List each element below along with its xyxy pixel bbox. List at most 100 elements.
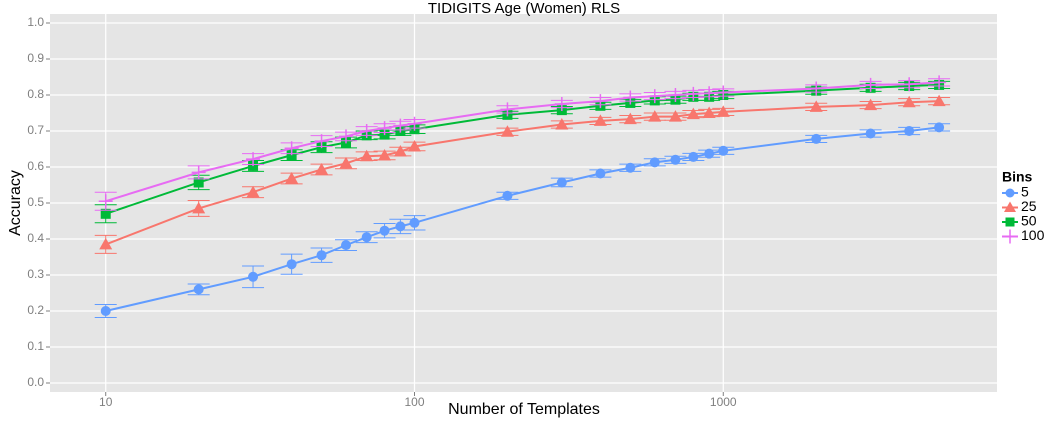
point <box>716 105 730 117</box>
legend-label: 5 <box>1021 184 1029 200</box>
y-tick-label: 0.4 <box>27 231 44 245</box>
point <box>702 86 717 101</box>
point <box>315 163 329 175</box>
point <box>340 240 351 251</box>
point <box>932 94 946 107</box>
point <box>809 100 823 112</box>
legend-item: 100 <box>1002 227 1045 244</box>
point <box>100 208 111 219</box>
point <box>99 237 113 250</box>
point <box>934 122 945 133</box>
point <box>625 162 636 173</box>
point <box>500 125 514 137</box>
point <box>191 165 206 180</box>
point <box>623 112 637 125</box>
point <box>555 118 569 130</box>
point <box>668 110 682 122</box>
grid: 0.0 0.1 0.2 0.3 0.4 0.5 0.6 0.7 0.8 0.9 1.0 10 100 10… <box>27 14 997 409</box>
point <box>193 177 204 188</box>
point <box>285 172 299 184</box>
point <box>702 106 716 118</box>
point <box>649 157 660 168</box>
legend-label: 50 <box>1021 213 1037 229</box>
point <box>407 116 422 131</box>
legend-label: 25 <box>1021 198 1037 214</box>
legend-symbol <box>1004 201 1016 212</box>
point <box>246 185 260 198</box>
point <box>593 114 607 126</box>
point <box>286 259 297 270</box>
marks <box>94 75 951 318</box>
point <box>248 271 259 282</box>
point <box>686 86 701 101</box>
y-tick-label: 0.2 <box>27 303 44 317</box>
point <box>500 102 515 117</box>
point <box>98 194 113 209</box>
point <box>379 225 390 236</box>
y-tick-label: 0.5 <box>27 195 44 209</box>
legend-item: 50 <box>1002 213 1037 229</box>
legend-symbol <box>1005 217 1015 227</box>
point <box>647 89 662 104</box>
point <box>716 85 731 100</box>
legend-title: Bins <box>1002 169 1033 185</box>
point <box>338 129 353 144</box>
x-tick-label: 10 <box>99 395 113 409</box>
point <box>904 126 915 136</box>
point <box>377 121 392 136</box>
y-tick-label: 0.3 <box>27 267 44 281</box>
legend-item: 25 <box>1002 198 1037 214</box>
legend-symbol <box>1005 188 1015 198</box>
point <box>316 250 327 261</box>
y-tick-label: 0.8 <box>27 87 44 101</box>
point <box>864 98 878 111</box>
point <box>246 152 261 167</box>
point <box>393 145 407 157</box>
point <box>718 145 729 156</box>
point <box>359 124 374 138</box>
point <box>556 177 567 188</box>
y-tick-label: 0.7 <box>27 123 44 137</box>
point <box>686 107 700 120</box>
point <box>863 77 878 92</box>
point <box>902 95 916 108</box>
point <box>865 128 876 139</box>
point <box>704 148 715 159</box>
x-tick-label: 100 <box>404 395 424 409</box>
y-tick-label: 1.0 <box>27 15 44 29</box>
y-tick-label: 0.9 <box>27 51 44 65</box>
point <box>193 284 204 295</box>
x-tick-label: 1000 <box>710 395 737 409</box>
point <box>339 156 353 169</box>
point <box>902 77 917 92</box>
point <box>668 88 683 102</box>
point <box>623 90 638 105</box>
legend-symbol <box>1003 229 1017 244</box>
point <box>284 141 299 156</box>
point <box>314 134 329 149</box>
point <box>378 148 392 161</box>
point <box>100 306 111 316</box>
point <box>670 154 681 165</box>
point <box>409 217 420 228</box>
legend-label: 100 <box>1021 227 1045 243</box>
legend-item: 5 <box>1002 184 1029 200</box>
point <box>595 168 606 179</box>
point <box>593 94 608 109</box>
point <box>554 97 569 111</box>
point <box>393 118 408 133</box>
point <box>811 133 822 144</box>
y-tick-label: 0.1 <box>27 339 44 353</box>
point <box>360 149 374 162</box>
point <box>361 232 372 243</box>
point <box>688 151 699 162</box>
point <box>932 75 947 90</box>
point <box>809 81 824 96</box>
point <box>407 139 421 152</box>
point <box>648 110 662 122</box>
point <box>192 201 206 214</box>
y-tick-label: 0.6 <box>27 159 44 173</box>
